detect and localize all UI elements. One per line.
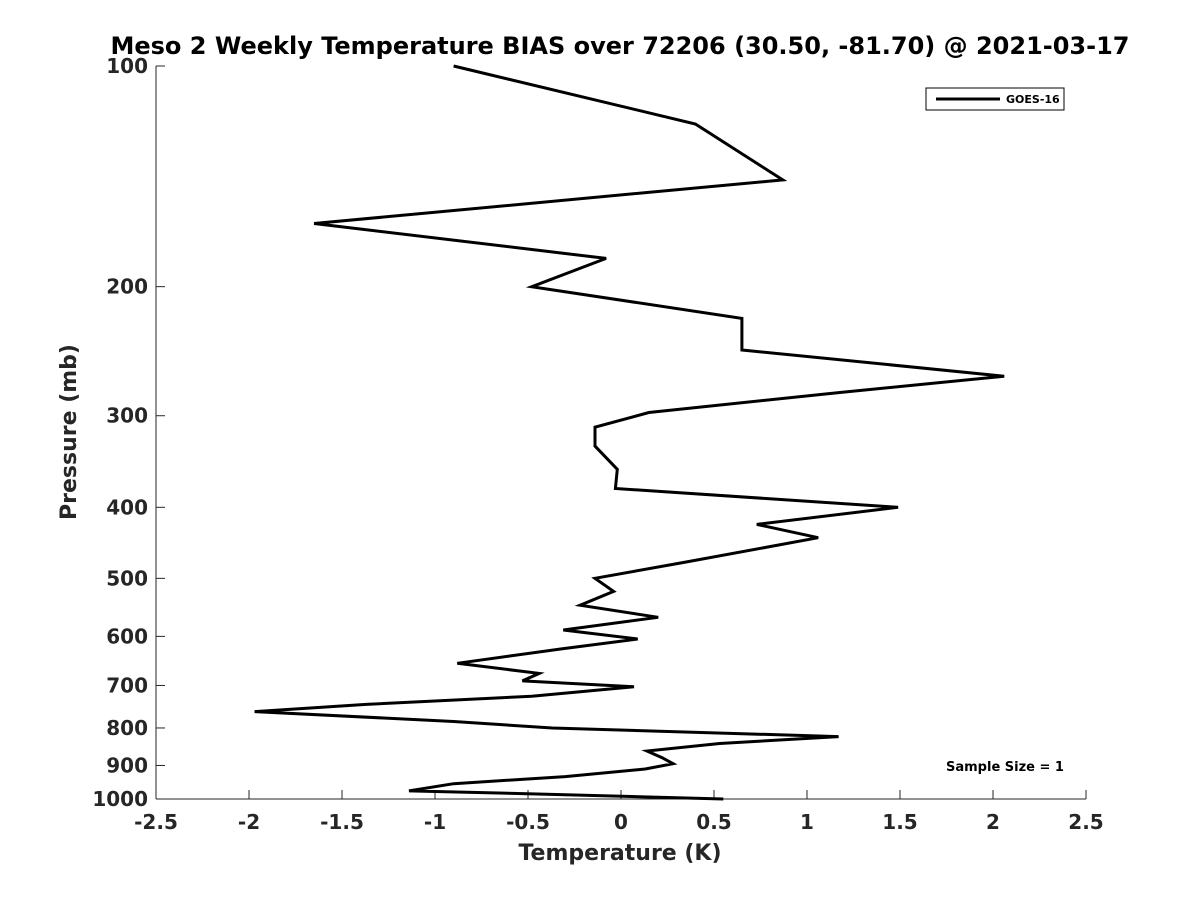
y-tick-label: 700 — [106, 673, 148, 697]
legend[interactable]: GOES-16 — [925, 87, 1065, 111]
x-tick-label: 2 — [986, 810, 1000, 834]
series-group — [254, 64, 1005, 801]
y-tick-label: 900 — [106, 753, 148, 777]
x-tick-label: -1 — [424, 810, 446, 834]
series-line-goes-16 — [254, 64, 1005, 801]
legend-label-goes-16: GOES-16 — [1006, 93, 1060, 106]
x-tick-label: -0.5 — [506, 810, 550, 834]
x-axis-ticks: -2.5 -2 -1.5 -1 -0.5 0 0.5 1 1.5 2 2.5 — [134, 790, 1104, 834]
chart-title: Meso 2 Weekly Temperature BIAS over 7220… — [110, 32, 1129, 60]
x-axis-label: Temperature (K) — [518, 841, 721, 866]
x-tick-label: -1.5 — [320, 810, 364, 834]
x-tick-label: 1 — [800, 810, 814, 834]
y-tick-label: 500 — [106, 566, 148, 590]
y-tick-label: 1000 — [92, 787, 148, 811]
y-tick-label: 800 — [106, 716, 148, 740]
x-tick-label: -2.5 — [134, 810, 178, 834]
y-axis-ticks: 100 200 300 400 500 600 700 800 900 1000 — [92, 54, 165, 811]
x-tick-label: -2 — [238, 810, 260, 834]
sample-size-annotation: Sample Size = 1 — [946, 760, 1064, 775]
y-axis-label: Pressure (mb) — [57, 344, 82, 520]
y-tick-label: 600 — [106, 624, 148, 648]
y-tick-label: 400 — [106, 495, 148, 519]
x-tick-label: 2.5 — [1068, 810, 1103, 834]
y-tick-label: 200 — [106, 275, 148, 299]
x-tick-label: 0.5 — [696, 810, 731, 834]
y-tick-label: 100 — [106, 54, 148, 78]
x-tick-label: 0 — [614, 810, 628, 834]
x-tick-label: 1.5 — [882, 810, 917, 834]
y-tick-label: 300 — [106, 404, 148, 428]
